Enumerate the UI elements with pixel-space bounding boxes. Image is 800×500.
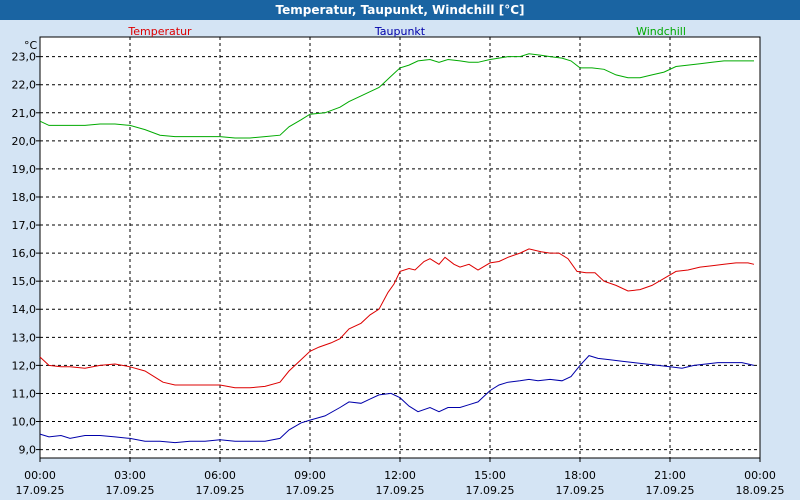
y-tick-label: 23,0 — [12, 51, 37, 64]
x-tick-date: 17.09.25 — [106, 484, 155, 497]
y-tick-label: 18,0 — [12, 191, 37, 204]
x-tick-time: 00:00 — [744, 469, 776, 482]
x-tick-time: 09:00 — [294, 469, 326, 482]
legend-temperatur: Temperatur — [127, 25, 192, 38]
legend-windchill: Windchill — [636, 25, 686, 38]
y-tick-label: 13,0 — [12, 331, 37, 344]
y-tick-label: 17,0 — [12, 219, 37, 232]
x-tick-date: 17.09.25 — [376, 484, 425, 497]
x-tick-time: 00:00 — [24, 469, 56, 482]
y-tick-label: 21,0 — [12, 107, 37, 120]
x-tick-date: 17.09.25 — [646, 484, 695, 497]
x-tick-date: 17.09.25 — [556, 484, 605, 497]
x-tick-time: 06:00 — [204, 469, 236, 482]
y-tick-label: 11,0 — [12, 387, 37, 400]
legend-taupunkt: Taupunkt — [374, 25, 426, 38]
plot-border — [39, 36, 761, 459]
y-tick-label: 14,0 — [12, 303, 37, 316]
y-tick-label: 12,0 — [12, 359, 37, 372]
x-tick-time: 21:00 — [654, 469, 686, 482]
x-tick-date: 18.09.25 — [736, 484, 785, 497]
x-tick-time: 18:00 — [564, 469, 596, 482]
chart-title: Temperatur, Taupunkt, Windchill [°C] — [0, 0, 800, 20]
series-line-temperatur — [39, 248, 755, 389]
x-tick-date: 17.09.25 — [196, 484, 245, 497]
x-tick-date: 17.09.25 — [16, 484, 65, 497]
y-tick-label: 19,0 — [12, 163, 37, 176]
series-line-windchill — [39, 53, 754, 139]
y-tick-label: 22,0 — [12, 79, 37, 92]
y-tick-label: 9,0 — [19, 444, 37, 457]
x-tick-time: 12:00 — [384, 469, 416, 482]
series-line-taupunkt — [39, 355, 755, 444]
x-tick-date: 17.09.25 — [466, 484, 515, 497]
y-tick-label: 10,0 — [12, 416, 37, 429]
y-tick-label: 20,0 — [12, 135, 37, 148]
x-tick-date: 17.09.25 — [286, 484, 335, 497]
x-tick-time: 03:00 — [114, 469, 146, 482]
y-tick-label: 16,0 — [12, 247, 37, 260]
x-tick-time: 15:00 — [474, 469, 506, 482]
y-unit-label: °C — [24, 39, 38, 52]
y-tick-label: 15,0 — [12, 275, 37, 288]
